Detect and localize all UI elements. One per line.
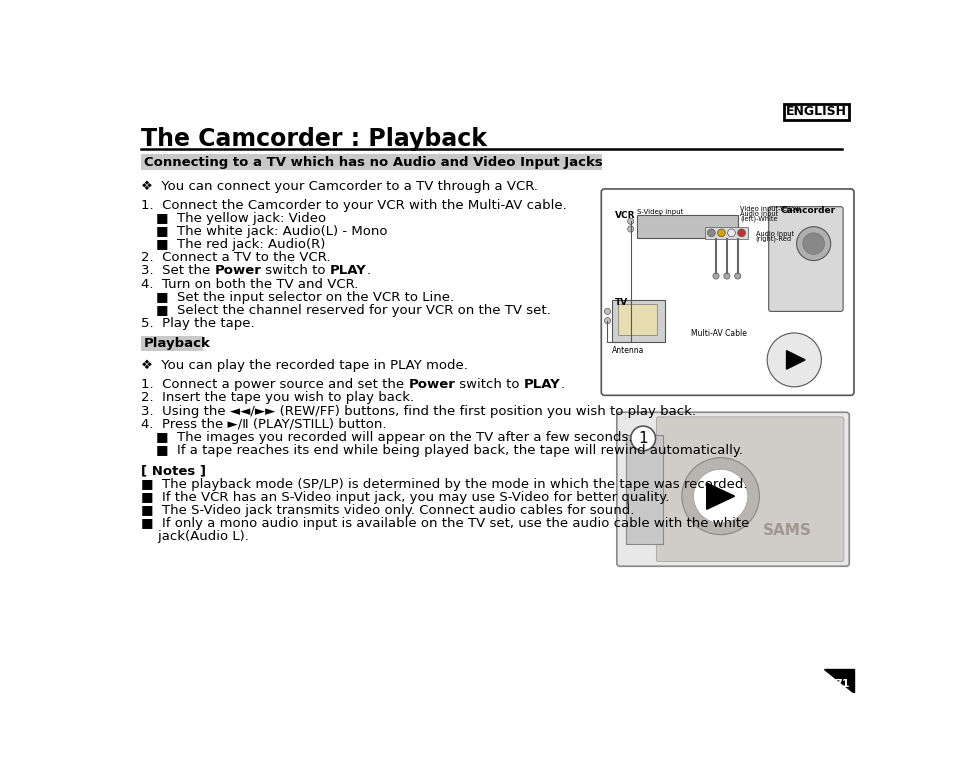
Text: switch to: switch to bbox=[455, 379, 523, 391]
Text: 4.  Press the ►/Ⅱ (PLAY/STILL) button.: 4. Press the ►/Ⅱ (PLAY/STILL) button. bbox=[141, 418, 386, 431]
Text: .: . bbox=[560, 379, 564, 391]
Circle shape bbox=[627, 226, 633, 232]
Text: ■  The images you recorded will appear on the TV after a few seconds.: ■ The images you recorded will appear on… bbox=[156, 431, 632, 444]
Text: Power: Power bbox=[214, 264, 261, 277]
Text: Audio input: Audio input bbox=[755, 231, 793, 237]
Circle shape bbox=[737, 229, 744, 237]
Circle shape bbox=[723, 273, 729, 279]
Text: .: . bbox=[367, 264, 371, 277]
Circle shape bbox=[717, 229, 724, 237]
Text: Camcorder: Camcorder bbox=[780, 206, 835, 215]
Circle shape bbox=[630, 426, 655, 451]
Text: switch to: switch to bbox=[261, 264, 330, 277]
Text: Power: Power bbox=[408, 379, 455, 391]
Text: ■  If the VCR has an S-Video input jack, you may use S-Video for better quality.: ■ If the VCR has an S-Video input jack, … bbox=[141, 491, 669, 504]
Polygon shape bbox=[785, 351, 804, 369]
Text: ■  The white jack: Audio(L) - Mono: ■ The white jack: Audio(L) - Mono bbox=[156, 225, 388, 238]
Bar bbox=[612, 300, 664, 342]
FancyBboxPatch shape bbox=[617, 412, 848, 566]
Text: ■  Set the input selector on the VCR to Line.: ■ Set the input selector on the VCR to L… bbox=[156, 291, 454, 304]
Text: Connecting to a TV which has no Audio and Video Input Jacks: Connecting to a TV which has no Audio an… bbox=[144, 156, 602, 169]
Circle shape bbox=[766, 333, 821, 387]
Text: 4.  Turn on both the TV and VCR.: 4. Turn on both the TV and VCR. bbox=[141, 277, 358, 291]
FancyBboxPatch shape bbox=[600, 189, 853, 395]
Text: (right)-Red: (right)-Red bbox=[755, 235, 791, 241]
Bar bbox=[704, 227, 747, 239]
Text: 1: 1 bbox=[638, 431, 647, 446]
Text: (left)-White: (left)-White bbox=[740, 216, 777, 223]
Circle shape bbox=[802, 233, 823, 255]
Text: 5.  Play the tape.: 5. Play the tape. bbox=[141, 317, 254, 330]
Text: [ Notes ]: [ Notes ] bbox=[141, 464, 206, 478]
Circle shape bbox=[712, 273, 719, 279]
Text: Multi-AV Cable: Multi-AV Cable bbox=[690, 329, 746, 338]
Text: jack(Audio L).: jack(Audio L). bbox=[141, 530, 249, 543]
Text: ■  Select the channel reserved for your VCR on the TV set.: ■ Select the channel reserved for your V… bbox=[156, 304, 551, 317]
Polygon shape bbox=[823, 669, 853, 693]
Text: ■  The red jack: Audio(R): ■ The red jack: Audio(R) bbox=[156, 238, 326, 252]
Text: ■  If a tape reaches its end while being played back, the tape will rewind autom: ■ If a tape reaches its end while being … bbox=[156, 444, 742, 456]
FancyBboxPatch shape bbox=[656, 417, 843, 562]
Text: ENGLISH: ENGLISH bbox=[785, 105, 846, 118]
Bar bbox=[625, 435, 662, 544]
Polygon shape bbox=[706, 483, 734, 509]
Text: 1.  Connect a power source and set the: 1. Connect a power source and set the bbox=[141, 379, 408, 391]
Text: 3.  Set the: 3. Set the bbox=[141, 264, 214, 277]
Bar bbox=[141, 336, 203, 351]
Text: ■  If only a mono audio input is available on the TV set, use the audio cable wi: ■ If only a mono audio input is availabl… bbox=[141, 517, 748, 530]
Text: ■  The playback mode (SP/LP) is determined by the mode in which the tape was rec: ■ The playback mode (SP/LP) is determine… bbox=[141, 478, 746, 491]
Text: Video input-Yellow: Video input-Yellow bbox=[740, 206, 800, 212]
Circle shape bbox=[707, 229, 715, 237]
Bar bbox=[783, 104, 848, 120]
Text: TV: TV bbox=[615, 298, 628, 306]
Bar bbox=[637, 215, 737, 238]
Text: ■  The S-Video jack transmits video only. Connect audio cables for sound.: ■ The S-Video jack transmits video only.… bbox=[141, 504, 634, 517]
Text: 2.  Insert the tape you wish to play back.: 2. Insert the tape you wish to play back… bbox=[141, 392, 414, 404]
Circle shape bbox=[734, 273, 740, 279]
Circle shape bbox=[604, 308, 610, 315]
Text: SAMS: SAMS bbox=[762, 523, 811, 538]
Text: The Camcorder : Playback: The Camcorder : Playback bbox=[141, 127, 486, 151]
Text: VCR: VCR bbox=[615, 210, 635, 220]
Bar bbox=[141, 154, 601, 171]
Text: 1.  Connect the Camcorder to your VCR with the Multi-AV cable.: 1. Connect the Camcorder to your VCR wit… bbox=[141, 199, 566, 212]
Circle shape bbox=[604, 318, 610, 324]
Text: ❖  You can connect your Camcorder to a TV through a VCR.: ❖ You can connect your Camcorder to a TV… bbox=[141, 180, 537, 192]
Text: PLAY: PLAY bbox=[523, 379, 560, 391]
Circle shape bbox=[627, 218, 633, 224]
Text: 3.  Using the ◄◄/►► (REW/FF) buttons, find the first position you wish to play b: 3. Using the ◄◄/►► (REW/FF) buttons, fin… bbox=[141, 404, 696, 418]
Text: Audio input: Audio input bbox=[740, 211, 778, 217]
Text: Playback: Playback bbox=[144, 337, 211, 351]
Text: 71: 71 bbox=[833, 679, 848, 689]
Text: 2.  Connect a TV to the VCR.: 2. Connect a TV to the VCR. bbox=[141, 252, 330, 264]
Circle shape bbox=[796, 227, 830, 260]
Circle shape bbox=[681, 458, 759, 534]
Circle shape bbox=[727, 229, 735, 237]
Text: ❖  You can play the recorded tape in PLAY mode.: ❖ You can play the recorded tape in PLAY… bbox=[141, 359, 467, 372]
Text: ■  The yellow jack: Video: ■ The yellow jack: Video bbox=[156, 212, 326, 225]
Text: PLAY: PLAY bbox=[330, 264, 367, 277]
FancyBboxPatch shape bbox=[768, 206, 842, 312]
Text: Antenna: Antenna bbox=[612, 346, 644, 355]
Circle shape bbox=[693, 469, 747, 523]
Text: S-Video input: S-Video input bbox=[637, 209, 682, 215]
Bar bbox=[618, 304, 657, 335]
